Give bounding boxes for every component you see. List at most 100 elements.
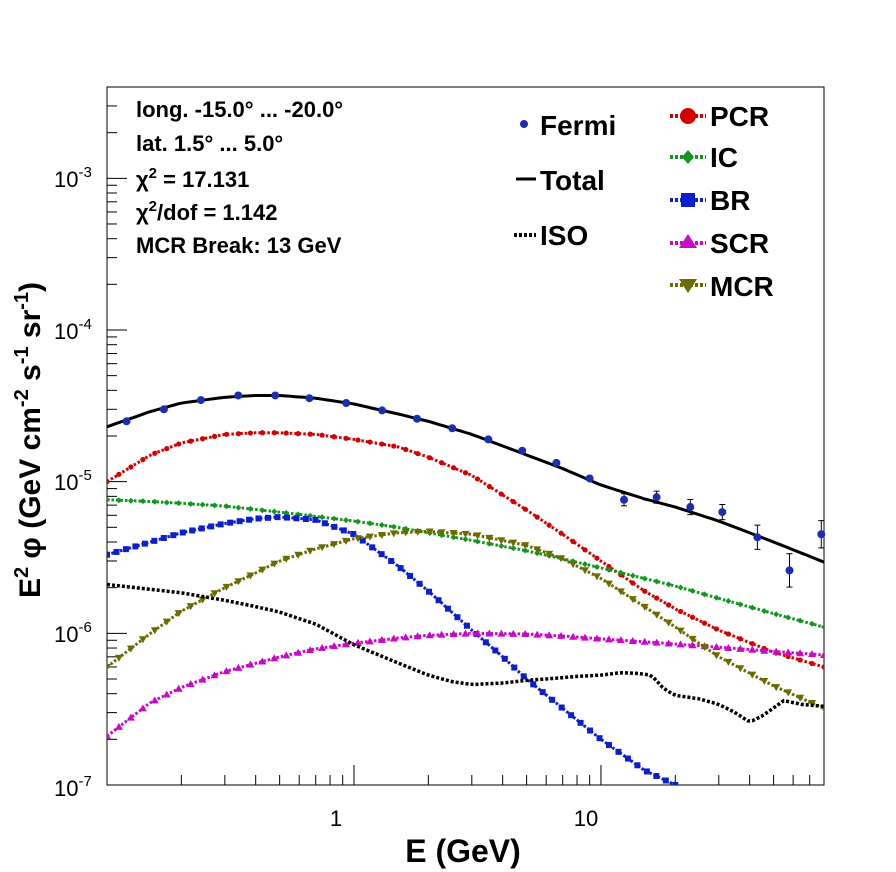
series-marker (350, 530, 357, 537)
series-marker (379, 441, 385, 447)
series-marker (437, 630, 446, 638)
series-marker (122, 546, 129, 553)
series-marker (604, 635, 613, 643)
series-marker (569, 632, 578, 640)
series-iso (107, 582, 824, 723)
series-marker (640, 603, 649, 611)
series-marker (198, 675, 207, 683)
series-marker (235, 504, 242, 511)
series-marker (482, 639, 489, 646)
series-marker (652, 611, 661, 619)
series-marker (107, 496, 110, 503)
series-marker (474, 538, 481, 545)
series-marker (672, 782, 679, 785)
series-line (107, 394, 824, 564)
series-marker (592, 634, 601, 642)
series-marker (677, 584, 684, 591)
series-marker (688, 635, 697, 643)
series-marker (501, 655, 508, 662)
y-tick-label: 10-6 (54, 619, 92, 647)
series-marker (689, 587, 696, 594)
series-marker (222, 667, 231, 675)
series-marker (521, 629, 530, 637)
series-marker (558, 704, 565, 711)
series-marker (114, 722, 123, 730)
fermi-point (122, 417, 131, 426)
series-marker (606, 563, 612, 570)
series-marker (594, 555, 600, 561)
series-marker (389, 530, 398, 538)
series-marker (558, 530, 564, 536)
series-marker (208, 523, 215, 530)
series-marker (497, 629, 506, 637)
series-marker (343, 517, 349, 524)
series-total (107, 394, 824, 564)
series-marker (606, 742, 613, 749)
series-marker (796, 649, 805, 657)
series-marker (234, 663, 243, 671)
series-line (107, 582, 824, 723)
series-marker (342, 537, 350, 545)
series-marker (294, 551, 303, 559)
legend-marker-ic (682, 150, 694, 164)
series-marker (330, 642, 339, 650)
series-marker (509, 629, 518, 637)
y-tick-label: 10-3 (54, 164, 92, 192)
series-marker (593, 563, 600, 570)
series-marker (676, 640, 685, 648)
series-marker (797, 657, 803, 663)
legend: Fermi Total ISO PCR IC BR SCR MCR (514, 101, 774, 302)
y-axis-title: E2 φ (GeV cm-2 s-1 sr-1) (11, 282, 47, 598)
series-marker (199, 501, 206, 508)
series-marker (604, 580, 613, 588)
series-marker (294, 648, 303, 656)
y-tick-label: 10-4 (54, 316, 92, 344)
series-marker (539, 689, 546, 696)
series-marker (223, 431, 230, 437)
series-marker (454, 614, 461, 621)
series-marker (174, 610, 183, 618)
series-marker (736, 644, 745, 652)
series-marker (821, 664, 824, 670)
series-marker (353, 535, 362, 543)
series-marker (688, 641, 697, 649)
series-marker (282, 555, 291, 563)
series-marker (450, 534, 457, 541)
series-marker (534, 514, 540, 520)
legend-marker-pcr (680, 108, 696, 124)
series-marker (283, 514, 290, 521)
series-marker (114, 654, 123, 662)
series-marker (365, 533, 374, 541)
series-marker (236, 518, 243, 525)
series-marker (210, 590, 219, 598)
series-marker (616, 636, 625, 644)
series-marker (274, 514, 281, 521)
series-marker (549, 696, 556, 703)
series-marker (665, 581, 672, 588)
fermi-point (413, 414, 422, 423)
fermi-point (652, 493, 661, 502)
series-marker (319, 514, 326, 521)
series-marker (186, 603, 195, 611)
fermi-point (686, 503, 695, 512)
series-marker (306, 646, 315, 654)
annotation-latitude: lat. 1.5° ... 5.0° (136, 131, 283, 156)
series-marker (463, 622, 470, 629)
series-marker (331, 523, 338, 530)
series-marker (295, 431, 301, 437)
series-marker (365, 637, 374, 645)
legend-marker-fermi (520, 120, 528, 128)
series-marker (630, 580, 636, 586)
series-marker (150, 696, 159, 704)
series-marker (377, 531, 386, 539)
fermi-point (484, 435, 493, 444)
series-marker (784, 689, 793, 697)
y-tick-label: 10-5 (54, 467, 92, 495)
fermi-point (753, 533, 762, 542)
series-line (107, 530, 824, 710)
series-marker (474, 476, 481, 482)
x-tick-label: 10 (574, 806, 598, 831)
annotation-longitude: long. -15.0° ... -20.0° (136, 97, 343, 122)
series-marker (258, 566, 267, 574)
legend-label-total: Total (540, 165, 605, 196)
